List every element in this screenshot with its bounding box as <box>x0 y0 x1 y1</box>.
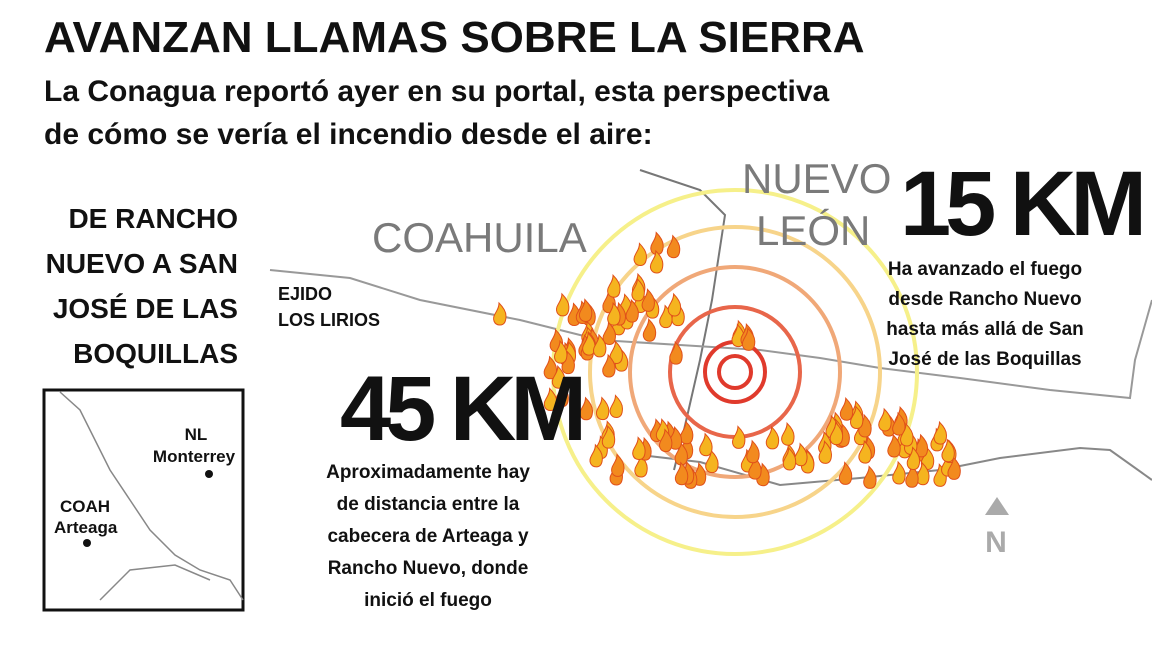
flame <box>892 460 906 485</box>
flame <box>659 428 673 453</box>
stat-text: inició el fuego <box>364 590 492 611</box>
flame <box>631 277 645 302</box>
flame <box>746 439 760 464</box>
stat-text: cabecera de Arteaga y <box>327 526 528 547</box>
flame <box>839 397 854 421</box>
flame <box>900 422 914 447</box>
stat-text: Ha avanzado el fuego <box>888 259 1082 280</box>
flame <box>781 422 795 446</box>
flame <box>609 394 623 418</box>
flame <box>602 353 616 378</box>
flame <box>578 298 593 322</box>
flame <box>667 292 682 317</box>
flame <box>765 425 780 450</box>
flame <box>543 387 558 412</box>
subtitle: de cómo se vería el incendio desde el ai… <box>44 118 653 151</box>
stat-text: desde Rancho Nuevo <box>888 289 1081 310</box>
flame <box>554 339 568 364</box>
north-label: N <box>985 526 1007 559</box>
state-label: NUEVO <box>742 155 891 202</box>
stat-text: José de las Boquillas <box>888 349 1081 370</box>
flame <box>801 449 815 474</box>
flame <box>589 443 603 468</box>
sidebar-heading: BOQUILLAS <box>73 338 238 369</box>
flame <box>782 446 797 471</box>
flame <box>561 350 575 375</box>
flame <box>593 333 607 358</box>
inset-label: Arteaga <box>54 518 118 537</box>
flame <box>818 440 832 464</box>
flame <box>669 340 683 365</box>
north-arrow <box>985 497 1009 515</box>
flame <box>858 413 872 438</box>
flame <box>579 396 594 421</box>
place-label: LOS LIRIOS <box>278 310 380 330</box>
flame <box>887 433 901 458</box>
inset-label: Monterrey <box>153 447 236 466</box>
flame <box>732 425 746 449</box>
flame <box>674 461 689 486</box>
flame <box>838 461 853 485</box>
flame <box>941 438 955 463</box>
flame <box>878 407 892 432</box>
flame <box>858 439 872 464</box>
flame <box>863 465 877 489</box>
flame <box>699 432 713 457</box>
flame <box>741 327 756 351</box>
stat-text: de distancia entre la <box>337 494 520 515</box>
flame <box>633 242 647 266</box>
subtitle: La Conagua reportó ayer en su portal, es… <box>44 75 830 108</box>
stat-value: 15 KM <box>900 153 1141 255</box>
flame <box>625 298 639 323</box>
stat-text: hasta más allá de San <box>886 319 1084 340</box>
title: AVANZAN LLAMAS SOBRE LA SIERRA <box>44 13 865 62</box>
place-label: EJIDO <box>278 284 332 304</box>
sidebar: DE RANCHO NUEVO A SAN JOSÉ DE LAS BOQUIL… <box>46 203 238 369</box>
flame <box>601 424 616 449</box>
stat-text: Aproximadamente hay <box>326 462 530 483</box>
stat-text: Rancho Nuevo, donde <box>328 558 529 579</box>
flame <box>794 442 808 467</box>
flame <box>607 274 621 298</box>
stat-value: 45 KM <box>340 358 581 460</box>
flame <box>650 249 664 274</box>
sidebar-heading: DE RANCHO <box>68 203 238 234</box>
flame <box>906 446 921 471</box>
flame <box>595 396 610 421</box>
flame <box>551 365 566 389</box>
flame <box>556 292 570 317</box>
flames <box>158 231 961 569</box>
sidebar-heading: NUEVO A SAN <box>46 248 238 279</box>
flame <box>829 421 844 446</box>
flame <box>650 231 664 256</box>
flame <box>641 288 655 312</box>
state-label: COAHUILA <box>372 214 587 261</box>
sidebar-heading: JOSÉ DE LAS <box>53 293 238 324</box>
flame <box>850 405 864 430</box>
flame <box>680 420 694 445</box>
flame <box>611 453 625 477</box>
inset-label: COAH <box>60 497 110 516</box>
flame <box>632 436 646 461</box>
inset-map: NL Monterrey COAH Arteaga <box>42 388 245 612</box>
flame <box>607 301 621 326</box>
flame <box>933 420 947 445</box>
state-label: LEÓN <box>756 207 870 254</box>
flame <box>642 318 657 342</box>
flame <box>493 301 507 326</box>
flame <box>666 234 681 259</box>
inset-label: NL <box>185 425 208 444</box>
